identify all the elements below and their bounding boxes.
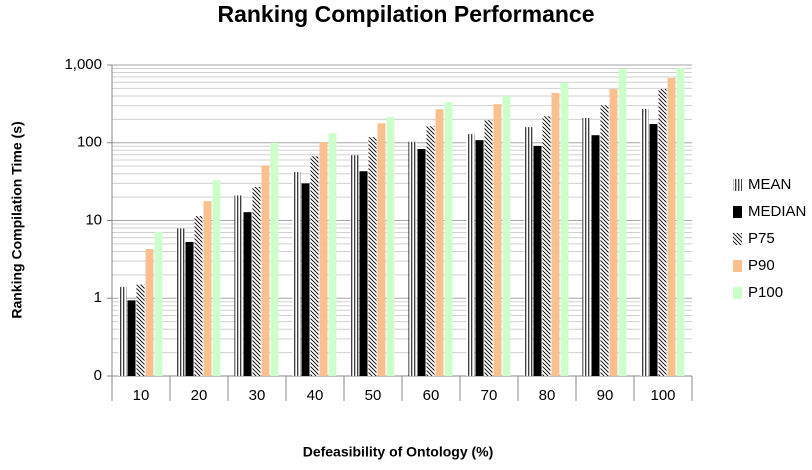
x-tick-label: 90 xyxy=(597,387,614,404)
bar xyxy=(136,284,145,376)
bar xyxy=(310,156,319,376)
bar xyxy=(591,135,600,376)
x-tick-label: 100 xyxy=(650,387,675,404)
bar xyxy=(127,300,136,376)
y-tick-label: 0 xyxy=(94,367,102,384)
bar xyxy=(176,228,185,376)
bar xyxy=(493,104,502,377)
bar xyxy=(609,89,618,377)
x-tick-label: 80 xyxy=(539,387,556,404)
bar xyxy=(533,145,542,376)
bar xyxy=(640,108,649,376)
bar xyxy=(350,155,359,376)
bar xyxy=(618,68,627,376)
bar xyxy=(524,127,533,377)
bar xyxy=(118,286,127,376)
legend-label: P100 xyxy=(748,284,783,301)
bar xyxy=(444,102,453,377)
bar xyxy=(234,195,243,376)
bar xyxy=(676,68,685,376)
y-tick-label: 1 xyxy=(94,289,102,306)
bar xyxy=(600,105,609,376)
x-tick-label: 20 xyxy=(191,387,208,404)
legend-swatch xyxy=(733,287,742,299)
y-axis-label: Ranking Compilation Time (s) xyxy=(9,121,25,318)
bar xyxy=(319,142,328,376)
bar xyxy=(292,172,301,376)
legend-label: MEAN xyxy=(748,176,791,193)
bar xyxy=(475,140,484,376)
bar xyxy=(466,134,475,376)
legend-swatch xyxy=(733,260,742,272)
x-tick-label: 60 xyxy=(423,387,440,404)
legend-label: P75 xyxy=(748,230,775,247)
bar xyxy=(484,120,493,377)
bar xyxy=(154,232,163,376)
bar xyxy=(551,93,560,377)
legend-swatch xyxy=(733,206,742,218)
bar xyxy=(203,201,212,376)
x-tick-label: 10 xyxy=(133,387,150,404)
bar xyxy=(194,216,203,376)
x-tick-label: 70 xyxy=(481,387,498,404)
bar xyxy=(270,142,279,376)
bar xyxy=(145,248,154,376)
bar xyxy=(560,82,569,376)
bar xyxy=(328,133,337,376)
bar xyxy=(243,212,252,376)
bar xyxy=(185,241,194,376)
x-tick-label: 40 xyxy=(307,387,324,404)
x-tick-label: 30 xyxy=(249,387,266,404)
bar xyxy=(261,165,270,376)
legend-label: MEDIAN xyxy=(748,203,806,220)
legend-label: P90 xyxy=(748,257,775,274)
x-tick-label: 50 xyxy=(365,387,382,404)
bar xyxy=(408,141,417,376)
legend-swatch xyxy=(733,179,742,191)
bar xyxy=(377,123,386,376)
bar xyxy=(649,124,658,376)
y-tick-label: 100 xyxy=(77,134,102,151)
bar xyxy=(667,78,676,376)
chart-title: Ranking Compilation Performance xyxy=(217,1,594,27)
bar xyxy=(417,149,426,376)
bar xyxy=(212,180,221,376)
bar xyxy=(426,126,435,376)
y-tick-label: 1,000 xyxy=(64,56,102,73)
legend-swatch xyxy=(733,233,742,245)
bar xyxy=(386,117,395,376)
bar xyxy=(359,171,368,376)
y-tick-label: 10 xyxy=(85,211,102,228)
bar xyxy=(502,95,511,377)
x-axis-label: Defeasibility of Ontology (%) xyxy=(303,444,494,460)
bar xyxy=(435,109,444,377)
bar xyxy=(658,89,667,377)
bar xyxy=(301,183,310,376)
bar xyxy=(252,186,261,376)
bar xyxy=(368,137,377,376)
bar xyxy=(542,116,551,377)
bar xyxy=(582,118,591,377)
